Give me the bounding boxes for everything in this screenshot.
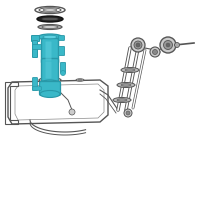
Ellipse shape <box>41 17 59 21</box>
Circle shape <box>131 38 145 52</box>
Ellipse shape <box>42 25 58 28</box>
Circle shape <box>166 43 170 47</box>
Ellipse shape <box>76 79 84 81</box>
Circle shape <box>164 40 172 49</box>
Ellipse shape <box>78 79 82 81</box>
Ellipse shape <box>37 16 63 22</box>
FancyBboxPatch shape <box>60 62 66 72</box>
Ellipse shape <box>43 9 57 11</box>
Circle shape <box>69 109 75 115</box>
Ellipse shape <box>39 77 61 82</box>
Ellipse shape <box>43 35 57 39</box>
FancyBboxPatch shape <box>33 78 37 90</box>
FancyBboxPatch shape <box>32 36 40 42</box>
Circle shape <box>136 43 140 47</box>
FancyBboxPatch shape <box>33 45 41 49</box>
Circle shape <box>160 37 176 53</box>
Ellipse shape <box>40 90 60 98</box>
Ellipse shape <box>121 68 139 72</box>
FancyBboxPatch shape <box>46 42 52 60</box>
Ellipse shape <box>113 98 131 102</box>
Ellipse shape <box>45 79 55 81</box>
Ellipse shape <box>117 99 127 101</box>
Circle shape <box>126 111 130 115</box>
FancyBboxPatch shape <box>42 38 58 64</box>
FancyBboxPatch shape <box>59 36 64 40</box>
Circle shape <box>60 71 66 75</box>
Ellipse shape <box>117 82 135 88</box>
Circle shape <box>134 41 142 49</box>
Ellipse shape <box>38 34 62 40</box>
Ellipse shape <box>40 80 60 88</box>
Circle shape <box>153 49 158 54</box>
FancyBboxPatch shape <box>46 62 52 78</box>
FancyBboxPatch shape <box>58 46 64 55</box>
FancyBboxPatch shape <box>33 87 41 90</box>
FancyBboxPatch shape <box>32 40 38 58</box>
FancyBboxPatch shape <box>40 82 60 96</box>
Circle shape <box>124 109 132 117</box>
Ellipse shape <box>125 69 135 71</box>
Ellipse shape <box>174 43 180 47</box>
Circle shape <box>150 47 160 57</box>
Ellipse shape <box>121 84 131 86</box>
Ellipse shape <box>42 78 58 82</box>
Ellipse shape <box>38 24 62 29</box>
FancyBboxPatch shape <box>42 58 58 82</box>
